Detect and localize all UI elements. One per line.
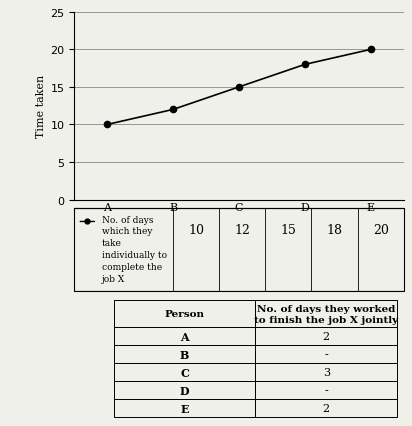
Text: 20: 20 [373,224,389,236]
Y-axis label: Time taken: Time taken [36,75,46,138]
Text: 10: 10 [188,224,204,236]
Text: 12: 12 [234,224,250,236]
Text: 18: 18 [327,224,342,236]
Text: No. of days
which they
take
individually to
complete the
job X: No. of days which they take individually… [102,215,167,283]
Text: 15: 15 [281,224,296,236]
